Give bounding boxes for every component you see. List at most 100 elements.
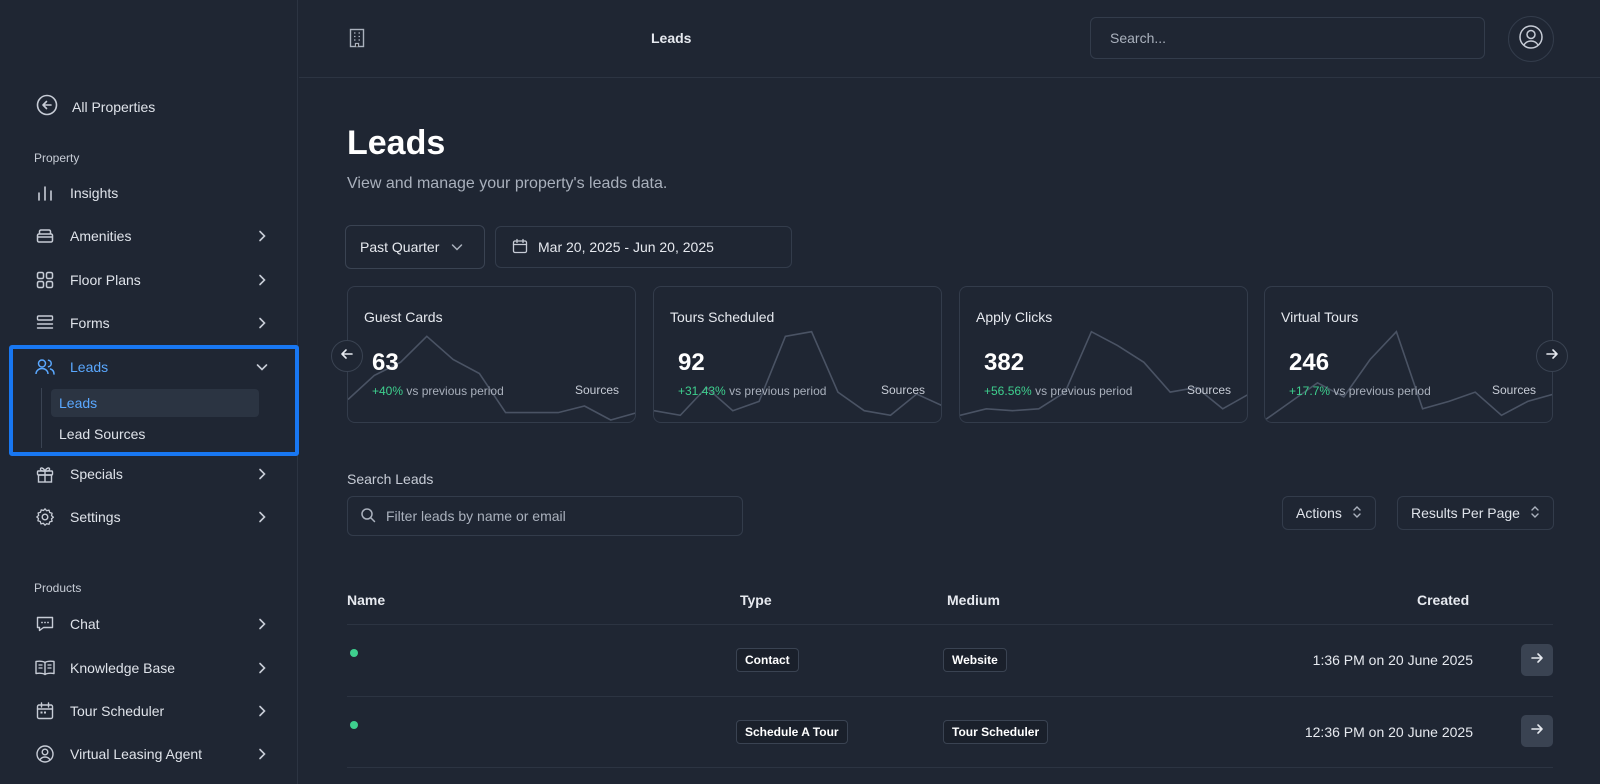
carousel-next-button[interactable] bbox=[1536, 340, 1568, 372]
column-header-medium[interactable]: Medium bbox=[947, 592, 1000, 608]
sidebar-item-label: Leads bbox=[70, 359, 109, 375]
chevron-right-icon bbox=[254, 228, 270, 244]
chat-icon bbox=[34, 613, 56, 635]
sidebar-item-label: Virtual Leasing Agent bbox=[70, 746, 203, 762]
stat-card-value: 92 bbox=[678, 349, 705, 376]
results-per-page-label: Results Per Page bbox=[1411, 505, 1520, 521]
date-range-picker[interactable]: Mar 20, 2025 - Jun 20, 2025 bbox=[495, 226, 792, 268]
sidebar-item-label: Specials bbox=[70, 466, 123, 482]
open-lead-button[interactable] bbox=[1521, 644, 1553, 676]
gear-icon bbox=[34, 506, 56, 528]
open-lead-button[interactable] bbox=[1521, 715, 1553, 747]
user-circle-icon bbox=[34, 743, 56, 765]
sidebar-item-label: Settings bbox=[70, 509, 121, 525]
sidebar-item-knowledge-base[interactable]: Knowledge Base bbox=[34, 653, 270, 683]
results-per-page-button[interactable]: Results Per Page bbox=[1397, 496, 1554, 530]
calendar-icon bbox=[512, 238, 528, 257]
sidebar-subitem-leads[interactable]: Leads bbox=[51, 389, 259, 417]
sidebar-item-specials[interactable]: Specials bbox=[34, 459, 270, 489]
created-timestamp: 1:36 PM on 20 June 2025 bbox=[1312, 652, 1473, 668]
chevron-right-icon bbox=[254, 703, 270, 719]
sparkline-path bbox=[348, 335, 635, 421]
bar-chart-icon bbox=[34, 182, 56, 204]
column-header-name[interactable]: Name bbox=[347, 592, 386, 608]
sources-link[interactable]: Sources bbox=[880, 383, 925, 397]
sidebar-item-amenities[interactable]: Amenities bbox=[34, 221, 270, 251]
sparkline-chart bbox=[654, 330, 941, 417]
actions-button[interactable]: Actions bbox=[1282, 496, 1376, 530]
chevron-right-icon bbox=[254, 660, 270, 676]
actions-label: Actions bbox=[1296, 505, 1342, 521]
stat-card-title: Apply Clicks bbox=[976, 309, 1053, 325]
stat-card-virtual-tours[interactable]: Virtual Tours 246 +17.7% vs previous per… bbox=[1264, 286, 1553, 423]
sidebar-item-label: Floor Plans bbox=[70, 272, 141, 288]
chevron-right-icon bbox=[254, 466, 270, 482]
sidebar-item-label: Forms bbox=[70, 315, 110, 331]
change-percent: +17.7% bbox=[1289, 384, 1331, 398]
sparkline-chart bbox=[1265, 330, 1552, 421]
topbar bbox=[299, 0, 1600, 78]
sparkline-chart bbox=[348, 335, 635, 421]
type-tag: Contact bbox=[736, 648, 799, 672]
filter-placeholder: Filter leads by name or email bbox=[386, 508, 566, 524]
sidebar-item-floor-plans[interactable]: Floor Plans bbox=[34, 265, 270, 295]
leads-highlight-box bbox=[9, 345, 299, 456]
filter-leads-input[interactable]: Filter leads by name or email bbox=[347, 496, 743, 536]
status-dot bbox=[350, 721, 358, 729]
sidebar-item-virtual-leasing-agent[interactable]: Virtual Leasing Agent bbox=[34, 739, 270, 769]
change-percent: +31.43% bbox=[678, 384, 726, 398]
chevron-right-icon bbox=[254, 315, 270, 331]
sidebar-item-insights[interactable]: Insights bbox=[34, 178, 270, 208]
sidebar-item-tour-scheduler[interactable]: Tour Scheduler bbox=[34, 696, 270, 726]
products-section-label: Products bbox=[34, 581, 82, 595]
topbar-title: Leads bbox=[651, 30, 692, 46]
all-properties-link[interactable]: All Properties bbox=[36, 94, 155, 119]
book-icon bbox=[34, 657, 56, 679]
arrow-left-icon bbox=[340, 347, 354, 366]
sidebar-item-forms[interactable]: Forms bbox=[34, 308, 270, 338]
arrow-right-icon bbox=[1530, 651, 1544, 670]
column-header-type[interactable]: Type bbox=[740, 592, 772, 608]
sparkline-path bbox=[654, 330, 941, 417]
property-section-label: Property bbox=[34, 151, 80, 165]
chevron-down-icon bbox=[254, 359, 270, 375]
sources-link[interactable]: Sources bbox=[1186, 383, 1231, 397]
submenu-divider bbox=[41, 388, 42, 448]
sidebar: All Properties Property Insights Ameniti… bbox=[0, 0, 299, 784]
carousel-prev-button[interactable] bbox=[331, 340, 363, 372]
column-header-created[interactable]: Created bbox=[1417, 592, 1470, 608]
sidebar-item-settings[interactable]: Settings bbox=[34, 502, 270, 532]
sidebar-item-leads[interactable]: Leads bbox=[34, 352, 270, 382]
sidebar-item-label: Amenities bbox=[70, 228, 132, 244]
stat-card-title: Tours Scheduled bbox=[670, 309, 775, 325]
sidebar-subitem-lead-sources[interactable]: Lead Sources bbox=[59, 426, 146, 442]
stat-card-tours-scheduled[interactable]: Tours Scheduled 92 +31.43% vs previous p… bbox=[653, 286, 942, 423]
change-suffix: vs previous period bbox=[1333, 384, 1431, 398]
arrow-left-circle-icon bbox=[36, 94, 58, 119]
table-header-divider bbox=[347, 624, 1553, 625]
stat-card-title: Virtual Tours bbox=[1281, 309, 1359, 325]
sources-link[interactable]: Sources bbox=[1491, 383, 1536, 397]
sources-link[interactable]: Sources bbox=[574, 383, 619, 397]
stat-card-guest-cards[interactable]: Guest Cards 63 +40% vs previous period S… bbox=[347, 286, 636, 423]
sidebar-item-label: Insights bbox=[70, 185, 119, 201]
type-tag: Schedule A Tour bbox=[736, 720, 848, 744]
page-subtitle: View and manage your property's leads da… bbox=[347, 175, 668, 192]
row-divider bbox=[347, 767, 1553, 768]
chevron-right-icon bbox=[254, 272, 270, 288]
stat-card-value: 246 bbox=[1289, 349, 1330, 376]
stat-card-value: 63 bbox=[372, 349, 399, 376]
change-suffix: vs previous period bbox=[729, 384, 827, 398]
global-search-input[interactable]: Search... bbox=[1090, 17, 1485, 59]
all-properties-label: All Properties bbox=[72, 98, 156, 115]
chevron-right-icon bbox=[254, 616, 270, 632]
user-avatar-button[interactable] bbox=[1508, 16, 1554, 62]
period-select[interactable]: Past Quarter bbox=[345, 225, 485, 269]
chevron-up-down-icon bbox=[1352, 505, 1362, 522]
stat-card-apply-clicks[interactable]: Apply Clicks 382 +56.56% vs previous per… bbox=[959, 286, 1248, 423]
stat-card-value: 382 bbox=[984, 349, 1025, 376]
medium-tag: Tour Scheduler bbox=[943, 720, 1049, 744]
sidebar-item-chat[interactable]: Chat bbox=[34, 609, 270, 639]
chevron-right-icon bbox=[254, 746, 270, 762]
